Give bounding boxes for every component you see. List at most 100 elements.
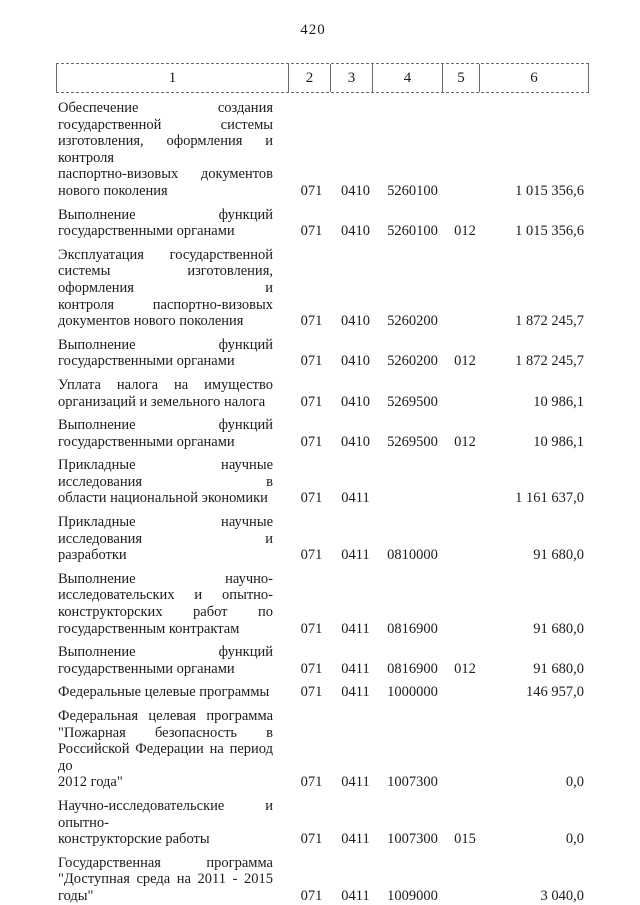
table-row: Выполнение научно-исследовательских и оп…	[56, 571, 589, 637]
section-code-cell: 0411	[341, 490, 370, 507]
section-code-cell: 0410	[341, 182, 370, 199]
row-name-line: Эксплуатация государственной	[58, 246, 273, 263]
row-name-cell: Эксплуатация государственной системы изго…	[56, 247, 289, 330]
section-code-cell: 0410	[341, 313, 370, 330]
row-name-line: Прикладные научные исследования и	[58, 514, 273, 547]
target-article-code-cell: 1000000	[387, 684, 438, 701]
target-article-code-cell: 1009000	[387, 887, 438, 904]
table-row: Выполнение функций государственными орган…	[56, 337, 589, 370]
expense-type-code-cell: 012	[454, 660, 476, 677]
row-name-line: конструкторских работ по	[58, 604, 273, 621]
section-code-cell: 0411	[341, 620, 370, 637]
row-name-line: Прикладные научные исследования в	[58, 457, 273, 490]
row-name-line: Государственная программа	[58, 854, 273, 871]
target-article-code-cell: 5260100	[387, 223, 438, 240]
chapter-code-cell: 071	[300, 620, 323, 637]
expense-type-code-cell: 012	[454, 353, 476, 370]
row-name-cell: Выполнение научно-исследовательских и оп…	[56, 571, 289, 637]
amount-cell: 91 680,0	[533, 547, 584, 564]
row-name-cell: Обеспечение создания государственной сист…	[56, 100, 289, 200]
section-code-cell: 0411	[341, 831, 370, 848]
row-name-cell: Выполнение функций государственными орган…	[56, 207, 289, 240]
page-number: 420	[300, 22, 326, 38]
target-article-code-cell: 0810000	[387, 547, 438, 564]
row-name-line: изготовления, оформления и контроля	[58, 133, 273, 166]
row-name-line: паспортно-визовых документов	[58, 166, 273, 183]
chapter-code-cell: 071	[300, 547, 323, 564]
row-name-line: Выполнение научно-	[58, 570, 273, 587]
target-article-code-cell: 5269500	[387, 393, 438, 410]
expense-type-code-cell: 015	[454, 831, 476, 848]
header-cell-4: 4	[373, 64, 443, 92]
row-name-line: Выполнение функций	[58, 336, 273, 353]
header-cell-1: 1	[57, 64, 289, 92]
row-name-line: организаций и земельного налога	[58, 393, 266, 410]
table-row: Прикладные научные исследования в области…	[56, 457, 589, 507]
amount-cell: 3 040,0	[540, 887, 585, 904]
chapter-code-cell: 071	[300, 353, 323, 370]
section-code-cell: 0411	[341, 887, 370, 904]
table-body: Обеспечение создания государственной сист…	[56, 100, 589, 905]
expense-type-code-cell: 012	[454, 433, 476, 450]
amount-cell: 91 680,0	[533, 620, 584, 637]
section-code-cell: 0410	[341, 223, 370, 240]
row-name-cell: Федеральные целевые программы	[56, 684, 289, 701]
amount-cell: 1 872 245,7	[515, 353, 584, 370]
table-row: Федеральные целевые программы 071 0411 1000…	[56, 684, 589, 701]
row-name-line: 2012 года"	[58, 774, 123, 791]
expense-type-code-cell: 012	[454, 223, 476, 240]
table-row: Прикладные научные исследования и разрабо…	[56, 514, 589, 564]
target-article-code-cell: 5269500	[387, 433, 438, 450]
row-name-cell: Государственная программа "Доступная сред…	[56, 855, 289, 905]
chapter-code-cell: 071	[300, 684, 323, 701]
row-name-line: Выполнение функций	[58, 206, 273, 223]
table-row: Федеральная целевая программа "Пожарная б…	[56, 708, 589, 791]
amount-cell: 0,0	[565, 831, 584, 848]
row-name-cell: Федеральная целевая программа "Пожарная б…	[56, 708, 289, 791]
row-name-line: нового поколения	[58, 182, 168, 199]
amount-cell: 10 986,1	[533, 433, 584, 450]
row-name-line: системы изготовления, оформления и	[58, 263, 273, 296]
table-row: Обеспечение создания государственной сист…	[56, 100, 589, 200]
amount-cell: 1 015 356,6	[515, 223, 584, 240]
header-cell-6: 6	[530, 69, 538, 86]
chapter-code-cell: 071	[300, 223, 323, 240]
chapter-code-cell: 071	[300, 774, 323, 791]
amount-cell: 146 957,0	[526, 684, 584, 701]
row-name-cell: Научно-исследовательские и опытно-констр…	[56, 798, 289, 848]
chapter-code-cell: 071	[300, 393, 323, 410]
section-code-cell: 0410	[341, 433, 370, 450]
header-cell-5: 5	[443, 64, 480, 92]
target-article-code-cell: 0816900	[387, 660, 438, 677]
row-name-line: годы"	[58, 887, 94, 904]
row-name-line: "Пожарная безопасность в	[58, 724, 273, 741]
row-name-line: государственными органами	[58, 223, 235, 240]
row-name-cell: Прикладные научные исследования в области…	[56, 457, 289, 507]
row-name-line: документов нового поколения	[58, 313, 244, 330]
amount-cell: 0,0	[565, 774, 584, 791]
row-name-line: государственными органами	[58, 660, 235, 677]
table-row: Государственная программа "Доступная сред…	[56, 855, 589, 905]
row-name-cell: Выполнение функций государственными орган…	[56, 337, 289, 370]
section-code-cell: 0411	[341, 660, 370, 677]
budget-table: 1 2 3 4 5 6 Обеспечение создания государс…	[56, 63, 589, 905]
section-code-cell: 0410	[341, 393, 370, 410]
chapter-code-cell: 071	[300, 831, 323, 848]
table-row: Эксплуатация государственной системы изго…	[56, 247, 589, 330]
row-name-line: разработки	[58, 547, 127, 564]
table-row: Уплата налога на имущество организаций и …	[56, 377, 589, 410]
row-name-line: государственными органами	[58, 433, 235, 450]
chapter-code-cell: 071	[300, 433, 323, 450]
target-article-code-cell: 1007300	[387, 831, 438, 848]
row-name-line: конструкторские работы	[58, 831, 210, 848]
row-name-line: Выполнение функций	[58, 644, 273, 661]
amount-cell: 1 015 356,6	[515, 182, 584, 199]
row-name-cell: Выполнение функций государственными орган…	[56, 644, 289, 677]
target-article-code-cell: 5260100	[387, 182, 438, 199]
row-name-line: Выполнение функций	[58, 417, 273, 434]
table-row: Выполнение функций государственными орган…	[56, 417, 589, 450]
amount-cell: 1 872 245,7	[515, 313, 584, 330]
section-code-cell: 0411	[341, 684, 370, 701]
section-code-cell: 0411	[341, 547, 370, 564]
